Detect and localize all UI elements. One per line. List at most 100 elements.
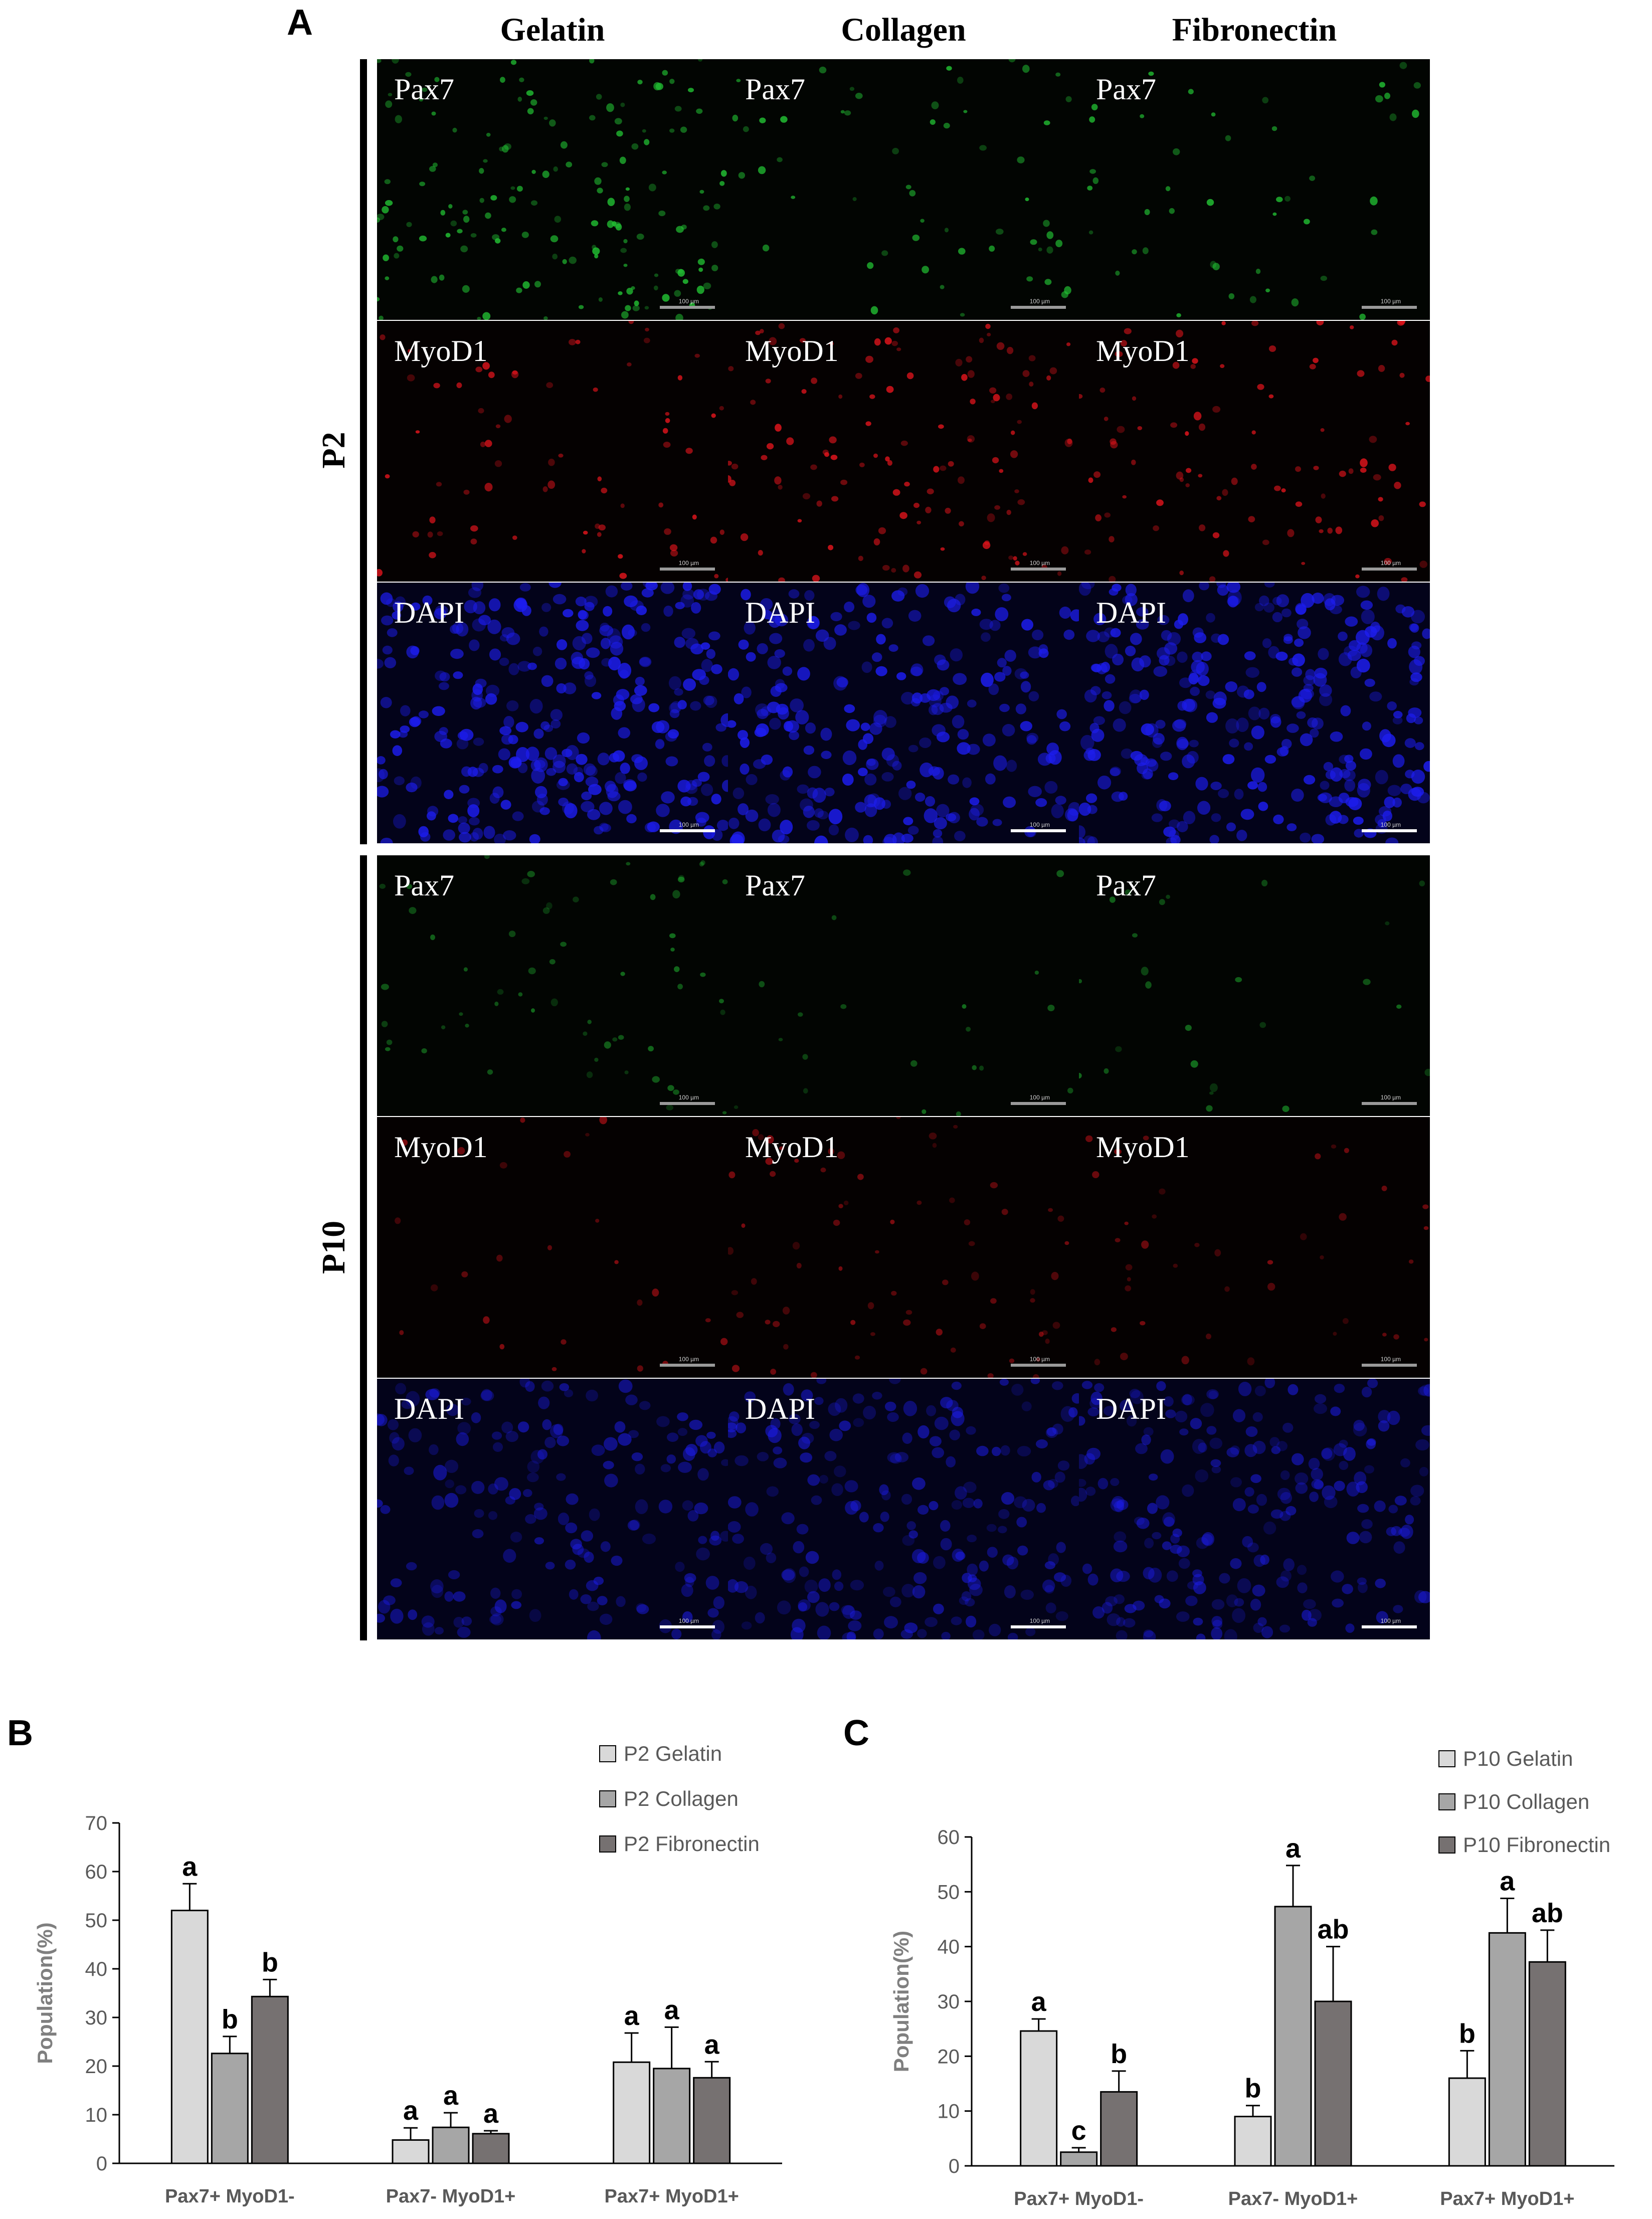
scale-bar-label: 100 µm [1380, 298, 1401, 305]
x-tick-label: Pax7- MyoD1+ [386, 2186, 516, 2207]
micrograph-p2-fibronectin-myod1: MyoD1 100 µm [1079, 321, 1430, 582]
micrograph-p10-collagen-myod1: MyoD1 100 µm [728, 1117, 1079, 1378]
significance-letter: a [1500, 1866, 1515, 1896]
bar [693, 2077, 731, 2164]
significance-letter: a [443, 2081, 459, 2111]
scale-bar [1011, 306, 1066, 309]
micrograph-p2-gelatin-dapi: DAPI 100 µm [377, 583, 728, 843]
row-bracket-p10 [360, 855, 367, 1640]
scale-bar [1362, 306, 1417, 309]
bar [392, 2139, 430, 2164]
row-label-p2: P2 [315, 432, 352, 469]
bar [1274, 1906, 1312, 2167]
scale-bar-label: 100 µm [678, 560, 699, 567]
bar [653, 2068, 691, 2164]
legend-swatch [1438, 1793, 1455, 1810]
legend-entry: P2 Fibronectin [624, 1832, 760, 1856]
y-tick-label: 10 [85, 2104, 108, 2126]
x-tick-label: Pax7+ MyoD1- [1014, 2188, 1144, 2209]
scale-bar-label: 100 µm [1029, 821, 1050, 828]
x-tick-label: Pax7+ MyoD1- [165, 2186, 295, 2207]
micrograph-p2-gelatin-myod1: MyoD1 100 µm [377, 321, 728, 582]
scale-bar [1011, 1102, 1066, 1105]
significance-letter: a [664, 1995, 680, 2025]
significance-letter: ab [1532, 1898, 1563, 1928]
y-tick-label: 30 [85, 2007, 108, 2029]
y-tick-label: 70 [85, 1812, 108, 1834]
row-bracket-p2 [360, 59, 367, 844]
legend-swatch [599, 1745, 616, 1762]
scale-bar [660, 1625, 715, 1628]
bar [1528, 1961, 1566, 2167]
channel-label: Pax7 [745, 73, 805, 106]
channel-label: DAPI [745, 596, 816, 629]
micrograph-p2-collagen-dapi: DAPI 100 µm [728, 583, 1079, 843]
micrograph-p10-gelatin-pax7: Pax7 100 µm [377, 855, 728, 1116]
y-tick-label: 50 [938, 1881, 960, 1903]
column-header-fibronectin: Fibronectin [1172, 12, 1337, 48]
legend-swatch [1438, 1836, 1455, 1854]
micrograph-p2-fibronectin-dapi: DAPI 100 µm [1079, 583, 1430, 843]
micrograph-p2-fibronectin-pax7: Pax7 100 µm [1079, 59, 1430, 320]
scale-bar [660, 1102, 715, 1105]
legend-entry: P2 Collagen [624, 1787, 739, 1810]
scale-bar [1011, 1364, 1066, 1367]
scale-bar [660, 829, 715, 832]
scale-bar [660, 306, 715, 309]
bar [613, 2061, 651, 2164]
significance-letter: a [483, 2099, 499, 2129]
channel-label: MyoD1 [745, 1131, 839, 1164]
significance-letter: b [262, 1947, 278, 1977]
x-tick-label: Pax7+ MyoD1+ [1440, 2188, 1574, 2209]
micrograph-p10-fibronectin-dapi: DAPI 100 µm [1079, 1379, 1430, 1639]
micrograph-p10-fibronectin-myod1: MyoD1 100 µm [1079, 1117, 1430, 1378]
bar [1020, 2030, 1058, 2167]
y-tick-label: 40 [85, 1958, 108, 1980]
chart-b: 0 10 20 30 40 50 60 70 Population(%) a bb Pax7+ Myo… [33, 1742, 782, 2207]
scale-bar-label: 100 µm [1380, 821, 1401, 828]
bar [251, 1995, 289, 2164]
channel-label: Pax7 [1096, 73, 1156, 106]
bar [432, 2126, 470, 2164]
scale-bar [1362, 829, 1417, 832]
y-tick-label: 60 [938, 1826, 960, 1848]
panel-label-b: B [7, 1713, 33, 1753]
bar [170, 1910, 209, 2164]
y-tick-label: 50 [85, 1910, 108, 1932]
bar [472, 2133, 510, 2164]
x-tick-label: Pax7+ MyoD1+ [605, 2186, 739, 2207]
scale-bar [1362, 1102, 1417, 1105]
legend-entry: P2 Gelatin [624, 1742, 722, 1765]
scale-bar-label: 100 µm [1029, 1356, 1050, 1363]
scale-bar-label: 100 µm [678, 1356, 699, 1363]
column-header-gelatin: Gelatin [500, 12, 605, 48]
y-axis-label: Population(%) [889, 1931, 913, 2072]
channel-label: Pax7 [745, 869, 805, 902]
channel-label: MyoD1 [745, 334, 839, 367]
scale-bar-label: 100 µm [1380, 1617, 1401, 1624]
x-tick-label: Pax7- MyoD1+ [1228, 2188, 1358, 2209]
bar [211, 2053, 249, 2164]
significance-letter: b [222, 2004, 238, 2035]
channel-label: MyoD1 [394, 334, 488, 367]
legend-entry: P10 Gelatin [1463, 1747, 1573, 1770]
micrograph-p10-gelatin-myod1: MyoD1 100 µm [377, 1117, 728, 1378]
scale-bar-label: 100 µm [678, 298, 699, 305]
scale-bar [1011, 1625, 1066, 1628]
scale-bar [660, 1364, 715, 1367]
column-header-collagen: Collagen [841, 12, 966, 48]
scale-bar-label: 100 µm [1380, 1356, 1401, 1363]
channel-label: MyoD1 [1096, 1131, 1190, 1164]
channel-label: DAPI [1096, 1392, 1167, 1425]
y-axis-label: Population(%) [33, 1922, 57, 2064]
significance-letter: b [1459, 2018, 1476, 2049]
channel-label: MyoD1 [394, 1131, 488, 1164]
significance-letter: a [403, 2096, 419, 2126]
scale-bar-label: 100 µm [1029, 1617, 1050, 1624]
bar [1100, 2091, 1138, 2167]
significance-letter: ab [1317, 1915, 1349, 1945]
micrograph-p10-fibronectin-pax7: Pax7 100 µm [1079, 855, 1430, 1116]
significance-letter: b [1245, 2074, 1261, 2104]
scale-bar-label: 100 µm [1380, 560, 1401, 567]
significance-letter: c [1071, 2116, 1086, 2146]
